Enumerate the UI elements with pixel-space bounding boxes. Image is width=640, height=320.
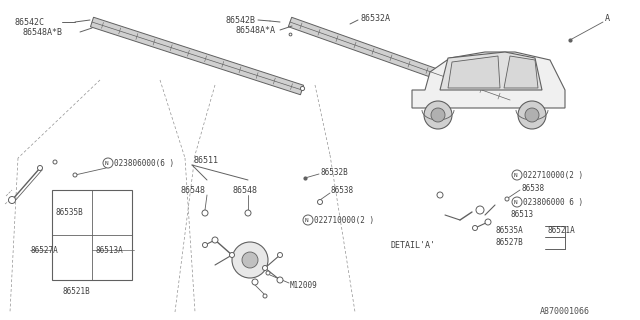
Text: 022710000(2 ): 022710000(2 ) — [314, 215, 374, 225]
Text: DETAIL'A': DETAIL'A' — [390, 241, 435, 250]
Circle shape — [232, 242, 268, 278]
Circle shape — [277, 277, 283, 283]
Circle shape — [278, 252, 282, 258]
Circle shape — [525, 108, 539, 122]
Circle shape — [263, 294, 267, 298]
Circle shape — [262, 266, 268, 270]
Circle shape — [512, 197, 522, 207]
Text: 86548A*B: 86548A*B — [22, 28, 62, 36]
Text: 86511: 86511 — [193, 156, 218, 164]
Polygon shape — [440, 52, 542, 90]
Circle shape — [212, 237, 218, 243]
Text: 86538: 86538 — [522, 183, 545, 193]
Circle shape — [53, 160, 57, 164]
Text: 86548: 86548 — [232, 186, 257, 195]
Circle shape — [431, 108, 445, 122]
Circle shape — [73, 173, 77, 177]
Circle shape — [476, 206, 484, 214]
Text: 86538: 86538 — [330, 186, 353, 195]
Text: 86521A: 86521A — [548, 226, 576, 235]
Text: 86535A: 86535A — [495, 226, 523, 235]
Text: 023806000(6 ): 023806000(6 ) — [114, 158, 174, 167]
Polygon shape — [289, 17, 511, 105]
Circle shape — [472, 226, 477, 230]
Polygon shape — [90, 17, 303, 95]
Circle shape — [485, 219, 491, 225]
Text: 86542B: 86542B — [225, 15, 255, 25]
Text: N: N — [304, 218, 308, 222]
Text: 86532B: 86532B — [320, 167, 348, 177]
Circle shape — [252, 279, 258, 285]
Text: 86548A*A: 86548A*A — [235, 26, 275, 35]
Text: 023806000 6 ): 023806000 6 ) — [523, 197, 583, 206]
Text: N: N — [513, 172, 517, 178]
Circle shape — [518, 101, 546, 129]
Circle shape — [242, 252, 258, 268]
Polygon shape — [448, 56, 500, 88]
Circle shape — [424, 101, 452, 129]
Text: N: N — [513, 199, 517, 204]
Text: 86527A: 86527A — [30, 245, 58, 254]
Text: N: N — [104, 161, 108, 165]
Text: 86513: 86513 — [510, 210, 533, 219]
Circle shape — [245, 210, 251, 216]
Circle shape — [437, 192, 443, 198]
Text: A: A — [605, 13, 610, 22]
Circle shape — [8, 196, 15, 204]
Circle shape — [317, 199, 323, 204]
Text: A870001066: A870001066 — [540, 308, 590, 316]
Polygon shape — [504, 56, 538, 88]
Circle shape — [266, 271, 270, 275]
Circle shape — [230, 252, 234, 258]
Bar — [52, 190, 132, 280]
Text: 86527B: 86527B — [495, 237, 523, 246]
Circle shape — [202, 210, 208, 216]
Polygon shape — [412, 52, 565, 108]
Text: 86535B: 86535B — [55, 207, 83, 217]
Text: M12009: M12009 — [290, 281, 317, 290]
Circle shape — [512, 170, 522, 180]
Circle shape — [38, 165, 42, 171]
Circle shape — [202, 243, 207, 247]
Circle shape — [103, 158, 113, 168]
Text: 86548: 86548 — [180, 186, 205, 195]
Circle shape — [303, 215, 313, 225]
Text: 86513A: 86513A — [95, 245, 123, 254]
Text: 86521B: 86521B — [62, 287, 90, 297]
Circle shape — [505, 197, 509, 201]
Text: 86542C: 86542C — [14, 18, 44, 27]
Text: 86532A: 86532A — [360, 13, 390, 22]
Text: 022710000(2 ): 022710000(2 ) — [523, 171, 583, 180]
